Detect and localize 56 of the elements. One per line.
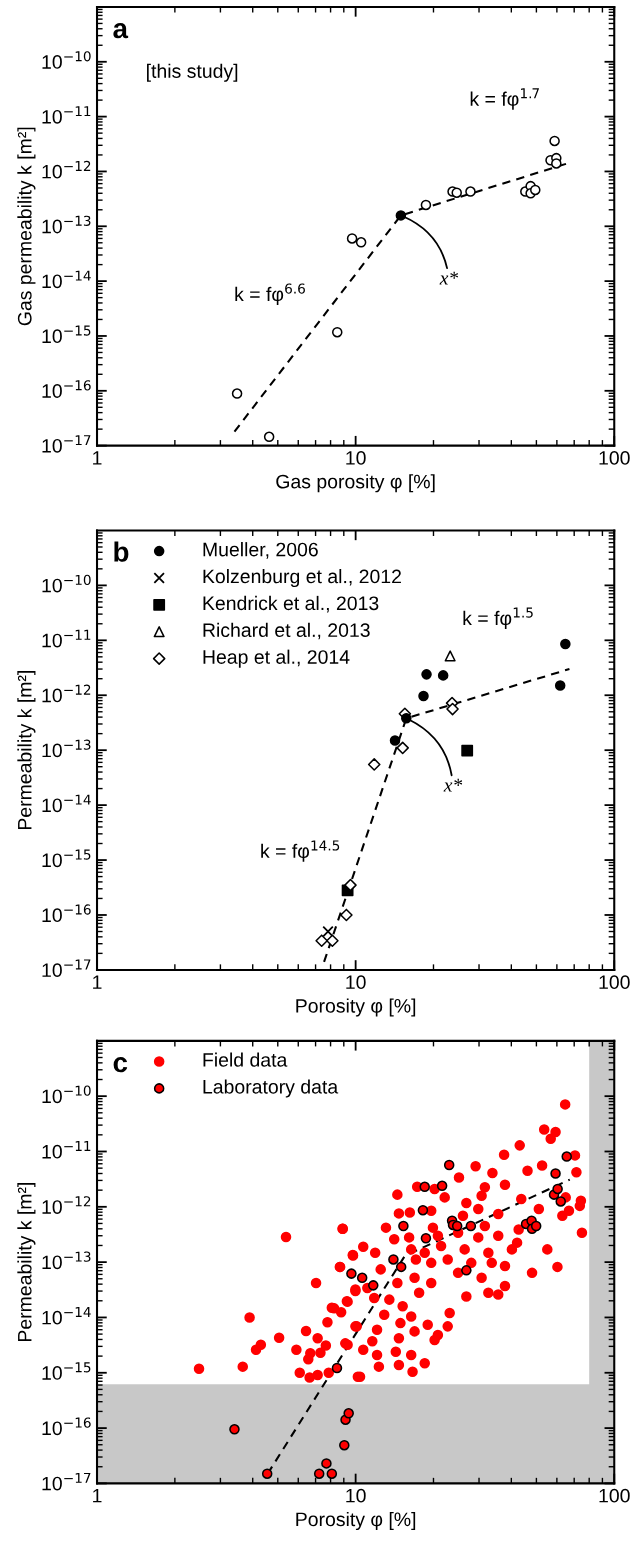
y-tick-label: 10$^{−14}$ (42, 270, 91, 289)
x-axis-title: Porosity φ [%] (296, 998, 416, 1017)
y-axis-title: Permeability k [m²] (17, 671, 36, 830)
legend-label: Laboratory data (203, 1079, 339, 1098)
y-tick-label: 10$^{−11}$ (42, 1141, 91, 1159)
y-tick-label: 10$^{−10}$ (42, 51, 91, 69)
legend-label: Kendrick et al., 2013 (203, 595, 379, 613)
legend-label: Heap et al., 2014 (203, 649, 350, 668)
x-tick-label: 1 (93, 451, 102, 465)
x-tick-label: 10 (346, 1488, 366, 1503)
y-tick-label: 10$^{−11}$ (42, 629, 91, 648)
y-tick-label: 10$^{−16}$ (42, 904, 91, 923)
y-tick-label: 10$^{−15}$ (42, 325, 91, 344)
legend-label: Kolzenburg et al., 2012 (203, 568, 401, 588)
y-tick-label: 10$^{−13}$ (42, 1251, 91, 1270)
y-tick-label: 10$^{−12}$ (42, 160, 91, 179)
x-tick-label: 100 (599, 975, 630, 990)
x-tick-label: 10 (346, 451, 366, 465)
annotation: x* (439, 271, 459, 285)
x-axis-title: Porosity φ [%] (296, 1511, 416, 1531)
legend-label: Richard et al., 2013 (203, 622, 370, 640)
annotation: k = fφ$^{1.7}$ (470, 88, 539, 110)
annotation: k = fφ$^{1.5}$ (463, 607, 533, 629)
chart-title: c (113, 1057, 128, 1073)
x-tick-label: 10 (346, 975, 366, 990)
y-tick-label: 10$^{−17}$ (42, 435, 91, 453)
x-tick-label: 100 (599, 1488, 630, 1503)
y-tick-label: 10$^{−15}$ (42, 849, 91, 868)
x-tick-label: 1 (93, 975, 102, 989)
y-axis-title: Permeability k [m²] (17, 1183, 36, 1342)
y-tick-label: 10$^{−12}$ (42, 1196, 91, 1214)
y-tick-label: 10$^{−10}$ (42, 1085, 91, 1104)
y-tick-label: 10$^{−16}$ (42, 1417, 91, 1436)
y-tick-label: 10$^{−10}$ (42, 574, 91, 593)
y-tick-label: 10$^{−17}$ (42, 1472, 91, 1491)
y-axis-title: Gas permeability k [m²] (17, 127, 36, 326)
y-tick-label: 10$^{−11}$ (42, 106, 91, 124)
annotation: [this study] (147, 63, 238, 82)
y-tick-label: 10$^{−14}$ (42, 794, 91, 813)
x-tick-label: 1 (93, 1488, 102, 1503)
chart-title: b (114, 541, 129, 562)
x-axis-title: Gas porosity φ [%] (276, 474, 435, 493)
y-tick-label: 10$^{−15}$ (42, 1362, 91, 1380)
annotation: k = fφ$^{14.5}$ (261, 840, 340, 862)
y-tick-label: 10$^{−13}$ (42, 215, 91, 234)
chart-title: a (113, 23, 129, 39)
x-tick-label: 100 (599, 451, 630, 465)
y-tick-label: 10$^{−14}$ (42, 1306, 91, 1325)
y-tick-label: 10$^{−16}$ (42, 380, 91, 398)
annotation: k = fφ$^{6.6}$ (235, 283, 305, 305)
legend-label: Mueller, 2006 (203, 542, 318, 559)
y-tick-label: 10$^{−12}$ (42, 684, 91, 703)
legend-label: Field data (203, 1052, 288, 1067)
annotation: x* (443, 778, 463, 792)
y-tick-label: 10$^{−13}$ (42, 739, 91, 758)
y-tick-label: 10$^{−17}$ (42, 959, 91, 978)
